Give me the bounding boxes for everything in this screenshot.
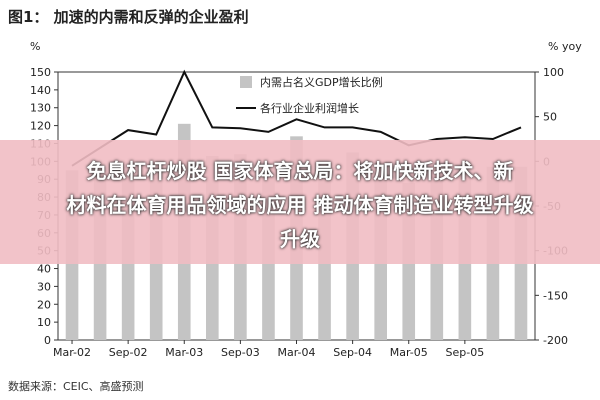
x-axis-tick-label: Mar-03 (165, 346, 203, 359)
right-axis-tick-label: 100 (543, 66, 564, 79)
overlay-line-2: 材料在体育用品领域的应用 推动体育制造业转型升级 (66, 193, 534, 217)
series-line (71, 69, 522, 167)
x-axis-tick-label: Sep-05 (446, 346, 485, 359)
overlay-line-1: 免息杠杆炒股 国家体育总局：将加快新技术、新 (86, 159, 514, 183)
left-axis-unit: % (30, 40, 41, 53)
legend-bar-label: 内需占名义GDP增长比例 (260, 75, 383, 89)
left-axis-tick-label: 20 (37, 298, 51, 311)
legend-bar-swatch (240, 76, 252, 88)
left-axis-tick-label: 40 (37, 263, 51, 276)
right-axis-tick-label: 50 (543, 111, 557, 124)
x-axis-tick-label: Sep-02 (109, 346, 148, 359)
right-axis-tick-label: -150 (543, 289, 568, 302)
chart-title: 图1： 加速的内需和反弹的企业盈利 (8, 8, 249, 26)
left-axis-tick-label: 10 (37, 316, 51, 329)
data-source: 数据来源：CEIC、高盛预测 (8, 380, 144, 393)
x-axis-tick-label: Sep-03 (221, 346, 260, 359)
left-axis-tick-label: 120 (30, 120, 51, 133)
left-axis-tick-label: 0 (44, 334, 51, 347)
left-axis-tick-label: 30 (37, 280, 51, 293)
x-axis-tick-label: Sep-04 (333, 346, 372, 359)
left-axis-tick-label: 130 (30, 102, 51, 115)
legend-line-label: 各行业企业利润增长 (260, 101, 359, 115)
left-axis-tick-label: 150 (30, 66, 51, 79)
x-axis-tick-label: Mar-02 (53, 346, 91, 359)
x-axis-tick-label: Mar-04 (277, 346, 315, 359)
right-axis-tick-label: -200 (543, 334, 568, 347)
left-axis-tick-label: 140 (30, 84, 51, 97)
overlay-banner: 免息杠杆炒股 国家体育总局：将加快新技术、新 材料在体育用品领域的应用 推动体育… (0, 140, 600, 264)
x-axis-tick-label: Mar-05 (390, 346, 428, 359)
overlay-headline: 免息杠杆炒股 国家体育总局：将加快新技术、新 材料在体育用品领域的应用 推动体育… (0, 154, 600, 256)
right-axis-unit: % yoy (548, 40, 582, 53)
overlay-line-3: 升级 (280, 227, 320, 251)
